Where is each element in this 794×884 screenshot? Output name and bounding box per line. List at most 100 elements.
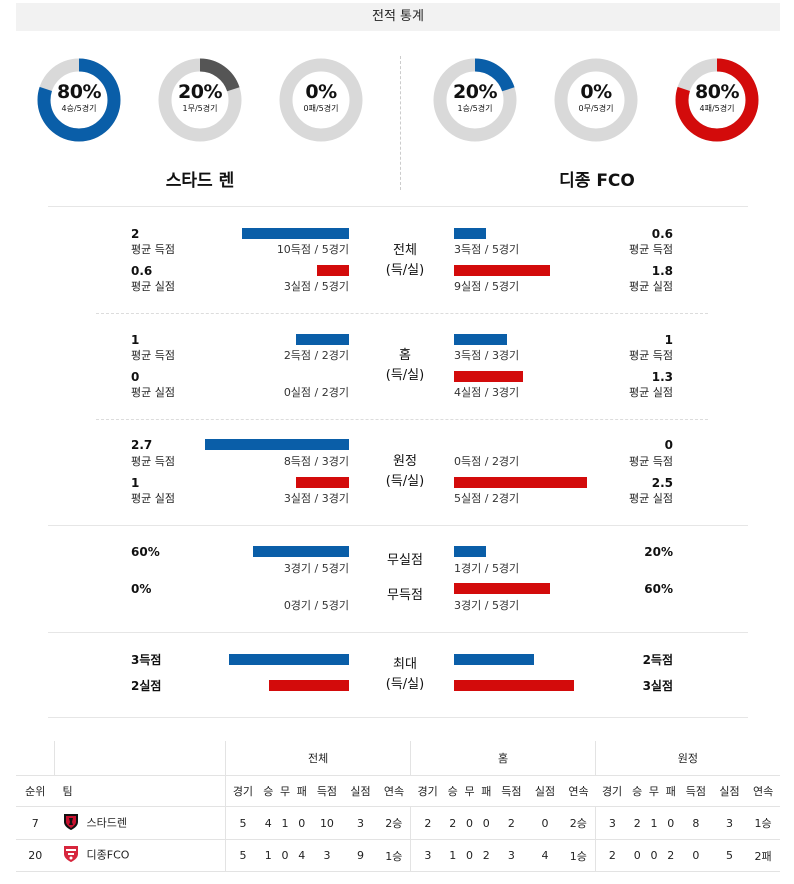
right-away-conceded-caption: 5실점 / 2경기 xyxy=(454,492,520,505)
team-cell[interactable]: 스타드렌 xyxy=(54,806,226,840)
left-home-goals-label: 평균 득점 xyxy=(131,349,175,362)
col-played: 경기 xyxy=(224,775,260,807)
donut-percent: 20% xyxy=(453,81,497,103)
left-home-goals-bar xyxy=(296,334,349,345)
right-max-conceded-bar xyxy=(454,680,574,691)
right-avg-goals-label: 평균 득점 xyxy=(629,243,673,256)
donut-track xyxy=(554,58,638,142)
stat-cell-home: 0 xyxy=(477,806,495,840)
donut-ring xyxy=(433,58,517,142)
right-home-goals-label: 평균 득점 xyxy=(629,349,673,362)
left-away-conceded-bar xyxy=(296,477,349,488)
dijon-logo-icon xyxy=(63,845,79,866)
stat-cell-away: 2패 xyxy=(746,839,780,872)
col-streak: 연속 xyxy=(377,775,411,807)
col-goals-for: 득점 xyxy=(494,775,529,807)
stat-cell-home: 2 xyxy=(444,806,462,840)
col-wins: 승 xyxy=(259,775,277,807)
table-row: 7 스타드렌 5 4 1 0 10 3 2승 2 2 0 0 2 0 2승 3 2 1 0 8 3 1승 xyxy=(16,806,780,840)
col-wins: 승 xyxy=(444,775,462,807)
donut-ring xyxy=(37,58,121,142)
stat-cell-total: 10 xyxy=(310,806,344,840)
stat-cell-total: 3 xyxy=(343,806,378,840)
stat-cell-away: 1 xyxy=(645,806,663,840)
divider xyxy=(48,206,748,207)
group-header-total: 전체 xyxy=(224,741,411,776)
right-away-goals-label: 평균 득점 xyxy=(629,455,673,468)
donut-ring xyxy=(279,58,363,142)
donut-percent: 80% xyxy=(57,81,101,103)
donut-right-draws: 0% 0무/5경기 xyxy=(553,57,639,143)
standings-table: 전체 홈 원정 순위 팀 경기 승 무 패 득점 실점 연속 경기 승 무 패 … xyxy=(16,741,780,872)
right-clean-sheet-bar xyxy=(454,546,486,557)
left-total-goals-caption: 10득점 / 5경기 xyxy=(276,243,349,256)
right-total-conceded-caption: 9실점 / 5경기 xyxy=(454,280,520,293)
right-away-goals-caption: 0득점 / 2경기 xyxy=(454,455,520,468)
donut-left-losses: 0% 0패/5경기 xyxy=(278,57,364,143)
stat-cell-total: 9 xyxy=(343,839,378,872)
group-header-away: 원정 xyxy=(594,741,780,776)
col-team: 팀 xyxy=(54,775,226,807)
right-avg-conceded-value: 1.8 xyxy=(651,264,673,278)
blank-header xyxy=(54,741,226,776)
stat-cell-total: 5 xyxy=(224,806,260,840)
left-failed-to-score-value: 0% xyxy=(131,582,152,596)
section-label-line1: 원정 xyxy=(393,454,417,469)
right-avg-conceded-label: 평균 실점 xyxy=(629,280,673,293)
left-total-goals-bar xyxy=(242,228,349,239)
left-home-conceded-value: 0 xyxy=(131,370,140,384)
stat-cell-total: 4 xyxy=(259,806,277,840)
left-total-conceded-bar xyxy=(317,265,349,276)
stat-cell-total: 0 xyxy=(293,806,311,840)
section-label-line2: (득/실) xyxy=(385,263,425,278)
stat-cell-away: 5 xyxy=(712,839,747,872)
stat-cell-away: 8 xyxy=(679,806,713,840)
left-away-goals-value: 2.7 xyxy=(131,438,153,452)
right-home-conceded-caption: 4실점 / 3경기 xyxy=(454,386,520,399)
donut-arc xyxy=(158,58,242,142)
col-losses: 패 xyxy=(477,775,495,807)
donut-right-wins: 20% 1승/5경기 xyxy=(432,57,518,143)
rank-cell: 7 xyxy=(16,806,55,840)
section-label-line1: 전체 xyxy=(393,243,417,258)
left-avg-conceded-value: 0.6 xyxy=(131,264,153,278)
left-clean-sheet-bar xyxy=(253,546,349,557)
left-total-conceded-caption: 3실점 / 5경기 xyxy=(283,280,349,293)
section-label-away: 원정 (득/실) xyxy=(370,452,440,492)
divider xyxy=(48,632,748,633)
donut-ring xyxy=(554,58,638,142)
stat-cell-home: 3 xyxy=(410,839,445,872)
right-home-goals-bar xyxy=(454,334,507,345)
donut-caption: 4패/5경기 xyxy=(699,104,735,113)
stat-cell-home: 0 xyxy=(528,806,562,840)
left-clean-sheet-caption: 3경기 / 5경기 xyxy=(283,562,349,575)
right-failed-to-score-value: 60% xyxy=(644,582,673,596)
donut-ring xyxy=(675,58,759,142)
stat-cell-total: 4 xyxy=(293,839,311,872)
left-away-goals-label: 평균 득점 xyxy=(131,455,175,468)
standings-group-header: 전체 홈 원정 xyxy=(16,741,780,776)
donut-track xyxy=(279,58,363,142)
left-failed-to-score-caption: 0경기 / 5경기 xyxy=(283,599,349,612)
stat-cell-away: 0 xyxy=(662,806,680,840)
stat-cell-total: 1승 xyxy=(377,839,411,872)
col-wins: 승 xyxy=(628,775,646,807)
section-label-failed-to-score: 무득점 xyxy=(387,588,423,603)
donut-percent: 0% xyxy=(580,81,612,103)
right-clean-sheet-value: 20% xyxy=(644,545,673,559)
left-avg-goals-value: 2 xyxy=(131,227,140,241)
table-row: 20 디종FCO 5 1 0 4 3 9 1승 3 1 0 2 3 4 1승 2 0 0 2 0 5 2패 xyxy=(16,839,780,872)
right-max-goals-bar xyxy=(454,654,534,665)
divider xyxy=(48,525,748,526)
stat-cell-total: 1 xyxy=(259,839,277,872)
section-label-line1: 홈 xyxy=(399,348,411,363)
donut-left-draws: 20% 1무/5경기 xyxy=(157,57,243,143)
col-goals-against: 실점 xyxy=(343,775,378,807)
right-failed-to-score-bar xyxy=(454,583,550,594)
team-cell[interactable]: 디종FCO xyxy=(54,839,226,872)
stat-cell-away: 2 xyxy=(662,839,680,872)
stat-cell-away: 0 xyxy=(645,839,663,872)
group-header-home: 홈 xyxy=(410,741,596,776)
stat-cell-away: 0 xyxy=(679,839,713,872)
rank-cell: 20 xyxy=(16,839,55,872)
